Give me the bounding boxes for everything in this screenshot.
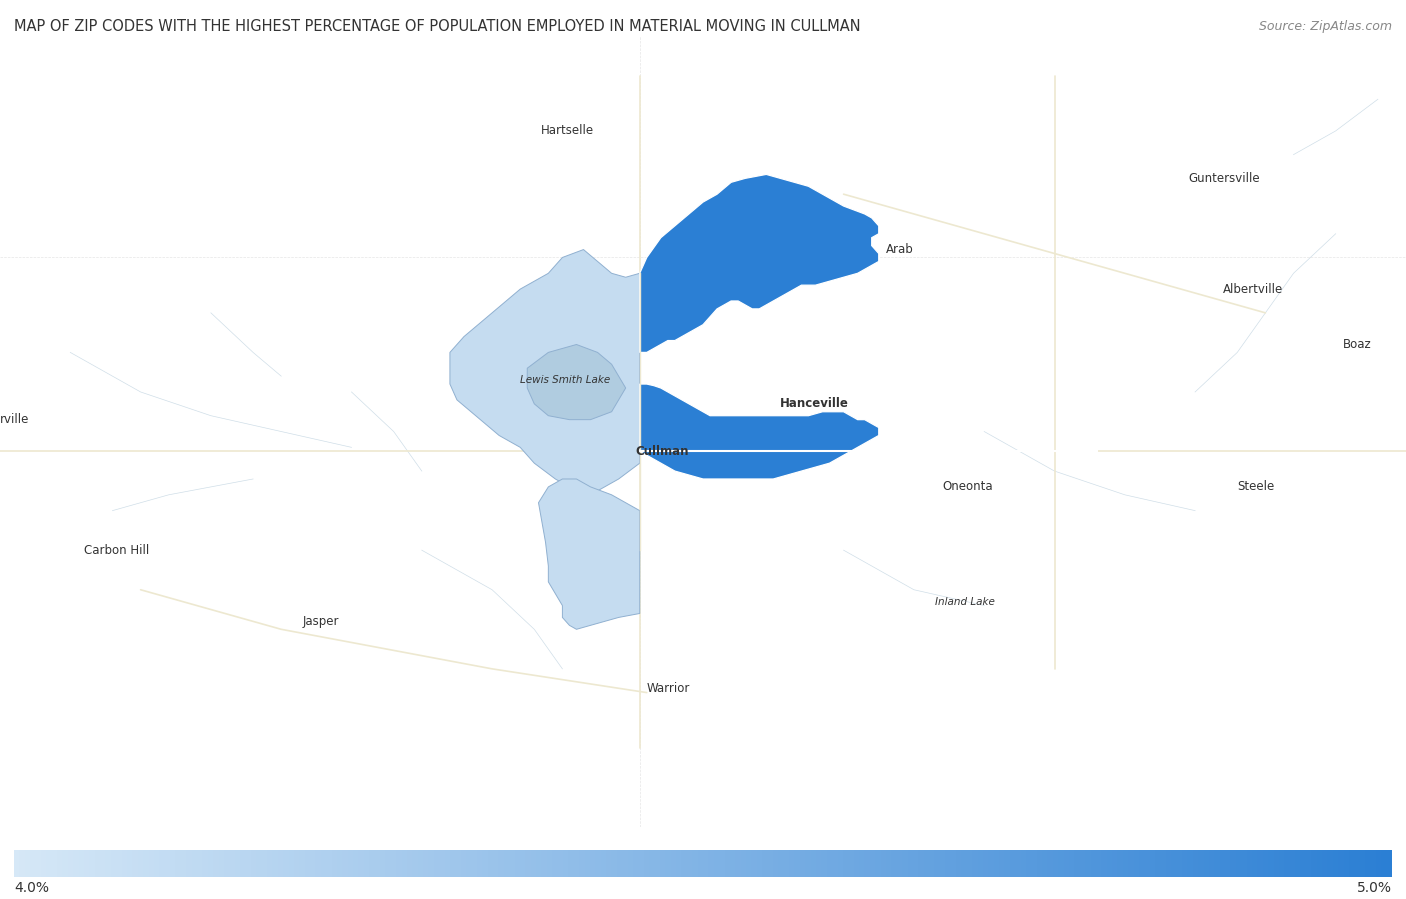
Text: Inland Lake: Inland Lake bbox=[935, 597, 995, 607]
Text: Boaz: Boaz bbox=[1343, 338, 1371, 351]
Polygon shape bbox=[450, 250, 647, 494]
Text: 4.0%: 4.0% bbox=[14, 881, 49, 895]
Text: 5.0%: 5.0% bbox=[1357, 881, 1392, 895]
Text: Cullman: Cullman bbox=[636, 445, 689, 458]
Text: Source: ZipAtlas.com: Source: ZipAtlas.com bbox=[1258, 21, 1392, 33]
Text: Oneonta: Oneonta bbox=[942, 480, 993, 494]
Text: Warrior: Warrior bbox=[647, 682, 690, 695]
Text: MAP OF ZIP CODES WITH THE HIGHEST PERCENTAGE OF POPULATION EMPLOYED IN MATERIAL : MAP OF ZIP CODES WITH THE HIGHEST PERCEN… bbox=[14, 20, 860, 34]
Text: Jasper: Jasper bbox=[302, 615, 339, 628]
Text: rville: rville bbox=[0, 414, 30, 426]
Polygon shape bbox=[640, 384, 879, 479]
Text: Arab: Arab bbox=[886, 243, 914, 256]
Text: Lewis Smith Lake: Lewis Smith Lake bbox=[520, 375, 610, 385]
Text: Hanceville: Hanceville bbox=[780, 397, 849, 410]
Polygon shape bbox=[527, 344, 626, 420]
Text: Steele: Steele bbox=[1237, 480, 1274, 494]
Polygon shape bbox=[640, 174, 879, 352]
Text: Albertville: Albertville bbox=[1223, 282, 1284, 296]
Polygon shape bbox=[538, 479, 640, 629]
Text: Guntersville: Guntersville bbox=[1188, 172, 1260, 185]
Text: Carbon Hill: Carbon Hill bbox=[84, 544, 149, 556]
Text: Hartselle: Hartselle bbox=[541, 124, 595, 138]
